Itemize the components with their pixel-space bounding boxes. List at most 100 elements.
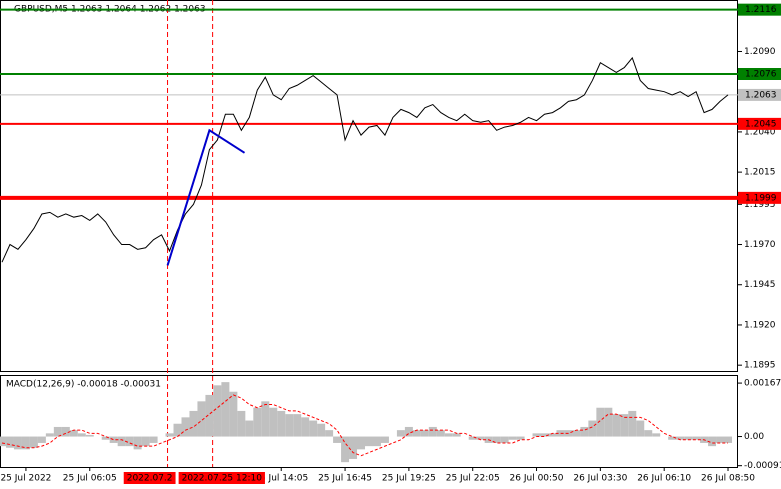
histogram-bar: [468, 436, 477, 440]
histogram-bar: [325, 430, 334, 437]
x-tick-label: 26 Jul 06:10: [637, 474, 691, 484]
histogram-bar: [364, 436, 373, 447]
histogram-bar: [596, 407, 605, 437]
histogram-bar: [189, 410, 198, 437]
histogram-bar: [197, 401, 206, 437]
histogram-bar: [0, 436, 6, 447]
histogram-bar: [301, 417, 310, 437]
histogram-bar: [572, 430, 581, 437]
histogram-bar: [285, 414, 294, 437]
histogram-bar: [396, 430, 405, 437]
histogram-bar: [29, 436, 38, 448]
histogram-bar: [221, 382, 230, 437]
histogram-bar: [349, 436, 358, 459]
histogram-bar: [181, 417, 190, 437]
histogram-bar: [229, 391, 238, 437]
histogram-bar: [508, 436, 517, 440]
level-label: 1.2045: [745, 119, 777, 129]
marker-label: 2022.07.25 12:10: [182, 474, 263, 484]
histogram-bar: [13, 436, 22, 450]
histogram-bar: [548, 433, 557, 437]
y-tick-label: 1.1920: [744, 320, 776, 330]
histogram-bar: [436, 430, 445, 437]
signal-line: [1, 394, 729, 457]
level-label-box: [738, 68, 781, 80]
histogram-bar: [516, 436, 525, 440]
y-tick-label: 1.2040: [744, 127, 776, 137]
histogram-bar: [213, 385, 222, 437]
marker-label-box: [123, 472, 176, 484]
histogram-bar: [556, 430, 565, 437]
histogram-bar: [277, 410, 286, 437]
histogram-bar: [45, 433, 54, 437]
y-tick-label: -0.00091: [744, 461, 781, 471]
histogram-bar: [165, 433, 174, 437]
x-tick-label: 25 Jul 14:05: [254, 474, 308, 484]
histogram-bar: [652, 433, 661, 437]
histogram-bar: [724, 436, 733, 443]
histogram-bar: [117, 436, 126, 447]
x-tick-label: 25 Jul 16:45: [318, 474, 372, 484]
y-tick-label: 1.1970: [744, 240, 776, 250]
price-panel-frame: [0, 0, 738, 372]
histogram-bar: [133, 436, 142, 450]
y-tick-label: 0.00: [744, 432, 764, 442]
histogram-bar: [357, 436, 366, 450]
y-tick-label: 1.2090: [744, 47, 776, 57]
level-label-box: [738, 3, 781, 16]
histogram-bar: [253, 407, 262, 437]
x-tick-label: 25 Jul 2022: [0, 474, 51, 484]
histogram-bar: [636, 420, 645, 437]
level-label: 1.2063: [745, 90, 777, 100]
x-tick-label: 25 Jul 22:05: [446, 474, 500, 484]
histogram-bar: [532, 433, 541, 437]
histogram-bar: [245, 420, 254, 437]
histogram-bar: [61, 426, 70, 437]
level-label: 1.2116: [745, 5, 777, 15]
x-tick-label: 26 Jul 03:30: [573, 474, 627, 484]
macd-panel-frame: [0, 375, 738, 468]
level-label: 1.1999: [745, 193, 777, 203]
histogram-bar: [309, 420, 318, 437]
histogram-bar: [444, 433, 453, 437]
histogram-bar: [452, 433, 461, 437]
histogram-bar: [380, 436, 389, 443]
histogram-bar: [620, 414, 629, 437]
price-line: [1, 56, 729, 263]
trend-line: [166, 128, 246, 266]
y-tick-label: 0.00167: [744, 379, 781, 389]
histogram-bar: [261, 401, 270, 437]
histogram-bar: [588, 420, 597, 437]
level-label: 1.2076: [745, 70, 777, 80]
histogram-bar: [404, 426, 413, 437]
histogram-bar: [269, 407, 278, 437]
histogram-bar: [341, 436, 350, 463]
histogram-bar: [580, 426, 589, 437]
histogram-bar: [77, 433, 86, 437]
histogram-bar: [612, 414, 621, 437]
histogram-bar: [293, 414, 302, 437]
histogram-bar: [333, 436, 342, 443]
level-label-box: [738, 88, 781, 101]
histogram-bar: [668, 436, 677, 440]
level-label-box: [738, 117, 781, 130]
histogram-bar: [101, 436, 110, 440]
y-tick-label: 1.2015: [744, 168, 776, 178]
histogram-bar: [644, 430, 653, 437]
y-tick-label: 1.1945: [744, 280, 776, 290]
x-tick-label: 25 Jul 06:05: [63, 474, 117, 484]
histogram-bar: [21, 436, 30, 450]
histogram-bar: [684, 436, 693, 440]
marker-label-box: [178, 472, 265, 484]
histogram-bar: [141, 436, 150, 447]
histogram-bar: [317, 423, 326, 437]
histogram-bar: [428, 426, 437, 437]
histogram-bar: [676, 436, 685, 440]
histogram-bar: [708, 436, 717, 447]
histogram-bar: [149, 436, 158, 443]
y-tick-label: 1.1895: [744, 361, 776, 371]
histogram-bar: [492, 436, 501, 443]
y-tick-label: 1.1995: [744, 200, 776, 210]
marker-label: 2022.07.2: [127, 474, 173, 484]
